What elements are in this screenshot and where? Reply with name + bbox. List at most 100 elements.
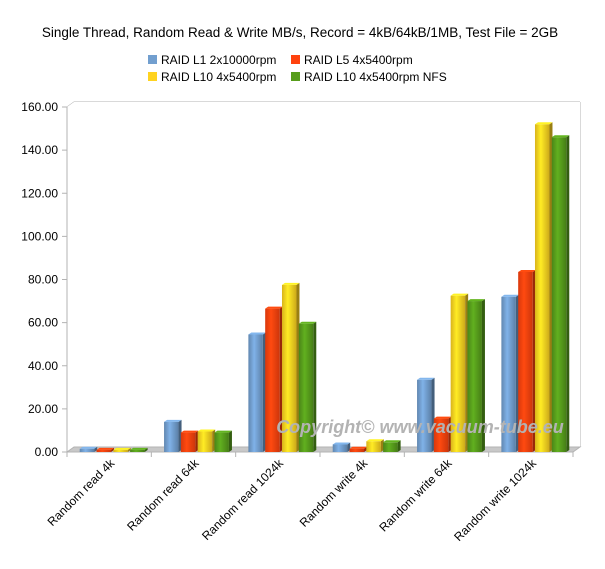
y-tick-label: 120.00: [21, 186, 58, 200]
bar: [214, 430, 232, 452]
legend-item: RAID L10 4x5400rpm NFS: [291, 70, 447, 84]
bar-side: [262, 332, 266, 452]
watermark: Copyright© www.vacuum-tube.eu: [276, 417, 564, 437]
bar: [298, 321, 317, 452]
bar-front: [96, 449, 112, 452]
bar-front: [298, 323, 314, 452]
bar-top: [130, 447, 148, 450]
legend-swatch: [148, 72, 157, 81]
bar-front: [501, 296, 516, 452]
bar-side: [296, 282, 300, 452]
bar-top: [113, 447, 131, 450]
bar-side: [364, 446, 368, 452]
legend-label: RAID L5 4x5400rpm: [304, 53, 413, 67]
bar-top: [332, 442, 351, 445]
bar-front: [433, 418, 449, 452]
x-tick-label: Random write 4k: [297, 456, 371, 530]
bar-side: [549, 122, 553, 452]
bar: [433, 416, 452, 452]
bar-front: [79, 448, 95, 452]
bar-side: [212, 429, 216, 452]
bar-side: [94, 446, 98, 452]
bar-side: [279, 306, 283, 452]
bar: [248, 332, 266, 452]
bar-front: [281, 284, 297, 452]
legend-item: RAID L10 4x5400rpm: [148, 70, 276, 84]
bar: [96, 447, 115, 452]
bar-front: [248, 334, 263, 452]
bar: [501, 294, 519, 452]
legend-swatch: [291, 55, 300, 64]
legend-swatch: [148, 55, 157, 64]
bar-side: [195, 430, 199, 452]
bar-side: [313, 321, 317, 452]
bar-top: [248, 332, 266, 335]
bar-front: [366, 441, 381, 452]
bar-top: [433, 416, 452, 419]
y-tick-label: 140.00: [21, 143, 58, 157]
bar-top: [349, 446, 368, 449]
bar: [551, 135, 570, 452]
bar-side: [448, 416, 452, 452]
x-tick-label: Random read 64k: [124, 456, 202, 534]
legend-label: RAID L10 4x5400rpm NFS: [304, 70, 447, 84]
bar-top: [79, 446, 98, 449]
bar-front: [180, 432, 196, 452]
bar-front: [197, 431, 213, 452]
bar-top: [164, 419, 182, 422]
legend-swatch: [291, 72, 300, 81]
bar-front: [130, 449, 145, 452]
bar-top: [501, 294, 519, 297]
bar-side: [532, 269, 536, 452]
y-tick-label: 20.00: [28, 402, 58, 416]
bar-front: [214, 432, 229, 452]
bar-front: [349, 448, 365, 452]
bar-top: [281, 282, 300, 285]
y-tick-label: 100.00: [21, 229, 58, 243]
x-tick-label: Random read 1024k: [199, 456, 286, 543]
bar: [164, 419, 182, 452]
bar-side: [481, 299, 485, 452]
bar-side: [228, 430, 232, 452]
legend: RAID L1 2x10000rpm RAID L5 4x5400rpm RAID …: [148, 53, 447, 84]
bar: [450, 293, 469, 452]
bar-side: [127, 447, 131, 452]
bar-top: [467, 299, 485, 302]
bar-front: [164, 421, 179, 452]
x-tick-label: Random read 4k: [45, 456, 118, 529]
bar-top: [518, 269, 536, 272]
legend-label: RAID L1 2x10000rpm: [161, 53, 276, 67]
y-tick-label: 0.00: [35, 445, 59, 459]
bar: [349, 446, 368, 452]
bar: [130, 447, 148, 452]
bar-front: [265, 308, 280, 452]
bar-front: [551, 137, 567, 452]
y-tick-label: 80.00: [28, 273, 58, 287]
bar-front: [450, 295, 466, 452]
y-tick-label: 40.00: [28, 359, 58, 373]
bar-side: [515, 294, 519, 452]
bar: [518, 269, 536, 452]
bar-side: [397, 440, 401, 452]
bar-front: [383, 442, 398, 452]
bar-top: [197, 429, 216, 432]
bar: [467, 299, 485, 452]
bar-side: [431, 377, 435, 452]
bar-front: [467, 301, 482, 452]
bar: [265, 306, 283, 452]
legend-item: RAID L1 2x10000rpm: [148, 53, 276, 67]
bar-side: [465, 293, 469, 452]
bar-top: [450, 293, 469, 296]
y-tick-label: 60.00: [28, 316, 58, 330]
bar-top: [214, 430, 232, 433]
bar-side: [347, 442, 351, 452]
bar-front: [417, 379, 432, 452]
bar-side: [178, 419, 182, 452]
x-tick-label: Random write 1024k: [451, 456, 539, 544]
bar: [113, 447, 131, 452]
bar: [417, 377, 435, 452]
chart-title: Single Thread, Random Read & Write MB/s,…: [42, 25, 558, 40]
